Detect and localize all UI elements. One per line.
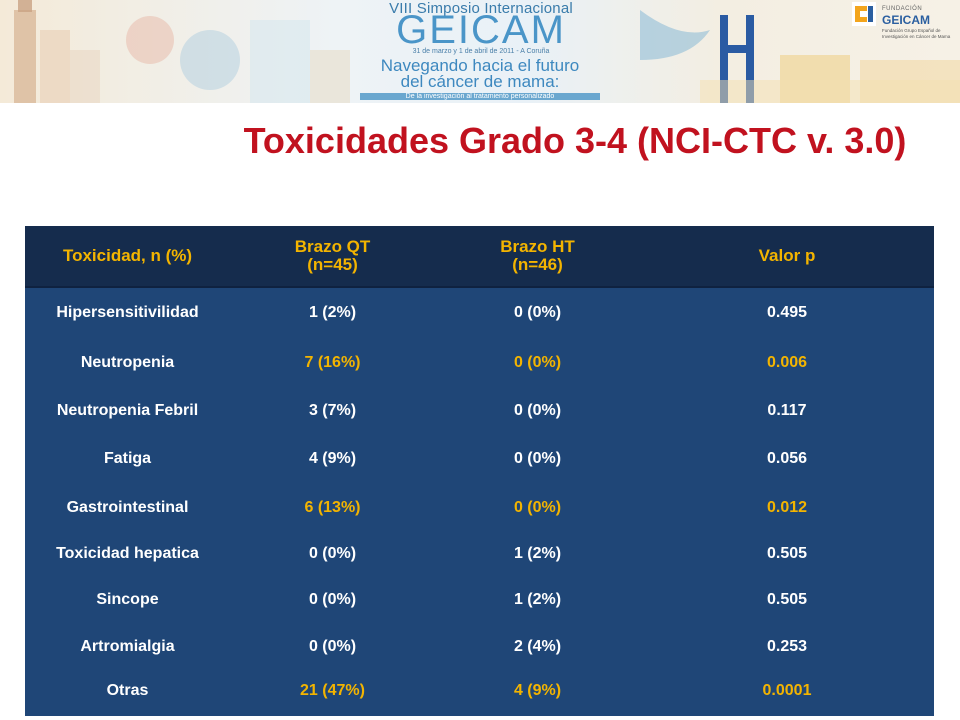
table-row: Sincope 0 (0%) 1 (2%) 0.505 <box>25 577 934 623</box>
event-slogan: Navegando hacia el futuro del cáncer de … <box>360 56 600 91</box>
cell-qt-value: 0 (0%) <box>308 545 357 562</box>
cell-toxicity-name: Neutropenia <box>80 354 175 371</box>
table-row: Gastrointestinal 6 (13%) 0 (0%) 0.012 <box>25 485 934 531</box>
logo-name: GEICAM <box>882 13 930 27</box>
cell-ht-value: 0 (0%) <box>513 402 562 419</box>
cell-ht-value: 1 (2%) <box>513 545 562 562</box>
event-slogan-line2: del cáncer de mama: <box>400 72 560 91</box>
cell-p-value: 0.495 <box>766 304 808 321</box>
cell-ht-value: 0 (0%) <box>513 354 562 371</box>
header-ht-arm-label: Brazo HT <box>500 237 575 256</box>
header-qt-arm: Brazo QT (n=45) <box>230 226 435 286</box>
toxicity-table: Toxicidad, n (%) Brazo QT (n=45) Brazo H… <box>25 226 934 716</box>
cell-p-value: 0.012 <box>766 499 808 516</box>
header-toxicity: Toxicidad, n (%) <box>25 226 230 286</box>
header-p-value-label: Valor p <box>758 246 816 265</box>
table-row: Artromialgia 0 (0%) 2 (4%) 0.253 <box>25 624 934 670</box>
table-row: Otras 21 (47%) 4 (9%) 0.0001 <box>25 668 934 714</box>
cell-qt-value: 7 (16%) <box>304 354 361 371</box>
cell-qt-value: 6 (13%) <box>304 499 361 516</box>
table-header: Toxicidad, n (%) Brazo QT (n=45) Brazo H… <box>25 226 934 288</box>
table-row: Toxicidad hepatica 0 (0%) 1 (2%) 0.505 <box>25 531 934 577</box>
cell-p-value: 0.056 <box>766 450 808 467</box>
geicam-logo-icon <box>852 2 876 26</box>
cell-ht-value: 1 (2%) <box>513 591 562 608</box>
table-row: Neutropenia Febril 3 (7%) 0 (0%) 0.117 <box>25 388 934 434</box>
banner-illustration <box>14 0 960 103</box>
header-qt-arm-n: (n=45) <box>307 255 358 274</box>
cell-p-value: 0.253 <box>766 638 808 655</box>
cell-qt-value: 3 (7%) <box>308 402 357 419</box>
cell-p-value: 0.117 <box>767 402 807 419</box>
cell-qt-value: 1 (2%) <box>308 304 357 321</box>
cell-toxicity-name: Otras <box>106 682 149 699</box>
logo-foundation-label: FUNDACIÓN <box>882 6 923 12</box>
event-banner: VIII Simposio Internacional GEICAM 31 de… <box>0 0 960 103</box>
slide-title: Toxicidades Grado 3-4 (NCI-CTC v. 3.0) <box>243 120 907 161</box>
event-slogan-line1: Navegando hacia el futuro <box>380 56 580 75</box>
cell-toxicity-name: Fatiga <box>103 450 152 467</box>
cell-ht-value: 4 (9%) <box>513 682 562 699</box>
table-row: Neutropenia 7 (16%) 0 (0%) 0.006 <box>25 340 934 386</box>
cell-toxicity-name: Hipersensitivilidad <box>56 304 199 321</box>
cell-ht-value: 2 (4%) <box>513 638 562 655</box>
cell-toxicity-name: Toxicidad hepatica <box>56 545 199 562</box>
geicam-logo: FUNDACIÓN GEICAM Fundación Grupo Español… <box>852 2 956 46</box>
header-qt-arm-label: Brazo QT <box>294 237 371 256</box>
cell-toxicity-name: Sincope <box>96 591 159 608</box>
header-p-value: Valor p <box>640 226 934 286</box>
cell-toxicity-name: Neutropenia Febril <box>56 402 199 419</box>
event-subtitle: De la investigación al tratamiento perso… <box>360 93 600 100</box>
cell-p-value: 0.505 <box>766 545 808 562</box>
cell-p-value: 0.0001 <box>762 682 812 699</box>
cell-qt-value: 4 (9%) <box>308 450 357 467</box>
header-toxicity-label: Toxicidad, n (%) <box>62 246 193 265</box>
cell-ht-value: 0 (0%) <box>513 304 562 321</box>
cell-ht-value: 0 (0%) <box>513 499 562 516</box>
table-row: Hipersensitivilidad 1 (2%) 0 (0%) 0.495 <box>25 290 934 336</box>
cell-toxicity-name: Artromialgia <box>80 638 175 655</box>
header-ht-arm: Brazo HT (n=46) <box>435 226 640 286</box>
cell-ht-value: 0 (0%) <box>513 450 562 467</box>
cell-p-value: 0.505 <box>766 591 808 608</box>
cell-toxicity-name: Gastrointestinal <box>66 499 189 516</box>
cell-p-value: 0.006 <box>766 354 808 371</box>
header-ht-arm-n: (n=46) <box>512 255 563 274</box>
event-edition: VIII Simposio Internacional <box>389 0 573 17</box>
cell-qt-value: 0 (0%) <box>308 638 357 655</box>
event-name: GEICAM <box>396 8 566 52</box>
logo-description: Fundación Grupo Español de Investigación… <box>882 28 951 39</box>
table-row: Fatiga 4 (9%) 0 (0%) 0.056 <box>25 436 934 482</box>
cell-qt-value: 0 (0%) <box>308 591 357 608</box>
event-dates: 31 de marzo y 1 de abril de 2011 - A Cor… <box>412 48 550 55</box>
cell-qt-value: 21 (47%) <box>300 682 365 699</box>
